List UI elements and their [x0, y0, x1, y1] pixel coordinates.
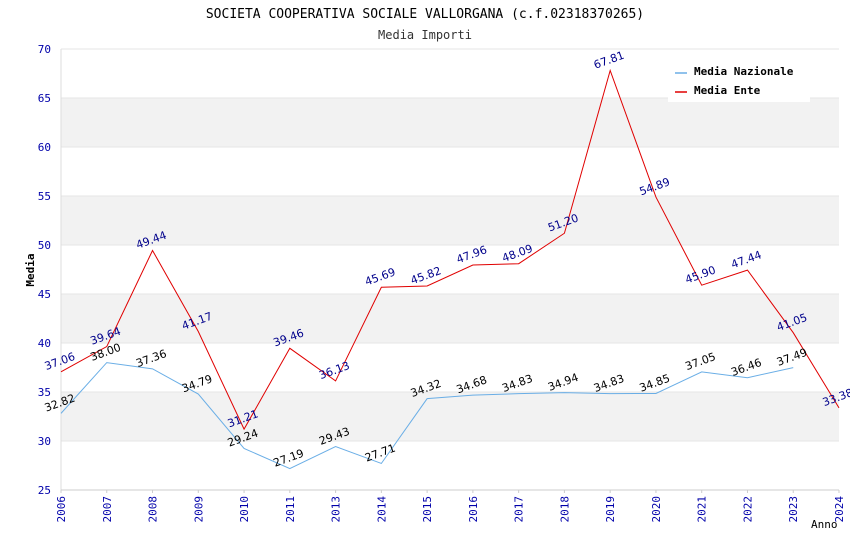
data-label-ente: 47.44 [729, 248, 763, 271]
series-lines [60, 68, 840, 470]
x-tick-label: 2010 [238, 496, 251, 523]
x-tick-label: 2015 [421, 496, 434, 523]
y-tick-label: 55 [38, 190, 51, 203]
y-tick-label: 45 [38, 288, 51, 301]
plot-band [61, 294, 839, 343]
legend-box [668, 60, 810, 102]
x-tick-label: 2018 [558, 496, 571, 523]
x-axis-label: Anno [811, 518, 838, 531]
data-label-ente: 45.82 [409, 264, 443, 287]
x-tick-label: 2024 [833, 496, 846, 523]
axes [60, 49, 840, 493]
data-label-nazionale: 27.19 [272, 447, 306, 470]
y-tick-label: 40 [38, 337, 51, 350]
chart-title: SOCIETA COOPERATIVA SOCIALE VALLORGANA (… [206, 7, 644, 22]
data-label-nazionale: 34.83 [592, 372, 626, 395]
x-tick-label: 2013 [330, 496, 343, 523]
data-label-ente: 47.96 [455, 243, 489, 266]
data-label-nazionale: 37.36 [134, 347, 168, 370]
y-tick-labels: 25 30 35 40 45 50 55 60 65 70 [38, 43, 51, 497]
data-label-ente: 37.06 [43, 350, 77, 373]
chart-subtitle: Media Importi [378, 28, 472, 42]
y-tick-label: 60 [38, 141, 51, 154]
data-label-nazionale: 34.85 [638, 372, 672, 395]
x-tick-label: 2023 [787, 496, 800, 523]
legend: Media Nazionale Media Ente [668, 60, 810, 102]
data-label-nazionale: 37.49 [775, 346, 809, 369]
y-tick-label: 65 [38, 92, 51, 105]
x-tick-label: 2007 [101, 496, 114, 523]
x-tick-label: 2009 [192, 496, 205, 523]
x-tick-label: 2019 [604, 496, 617, 523]
legend-label-media-nazionale: Media Nazionale [694, 65, 794, 78]
y-tick-label: 30 [38, 435, 51, 448]
series-line-media-nazionale [60, 362, 794, 470]
grid-lines [61, 48, 839, 491]
series-line-media-ente [60, 68, 840, 431]
x-tick-label: 2014 [375, 496, 388, 523]
data-label-nazionale: 34.83 [500, 372, 534, 395]
plot-band [61, 196, 839, 245]
data-label-nazionale: 37.05 [683, 350, 717, 373]
y-tick-label: 25 [38, 484, 51, 497]
plot-bands [61, 98, 839, 441]
data-label-nazionale: 34.94 [546, 371, 580, 394]
y-tick-label: 50 [38, 239, 51, 252]
legend-label-media-ente: Media Ente [694, 84, 761, 97]
x-tick-labels: 2006 2007 2008 2009 2010 2011 2013 2014 2015 2016… [55, 496, 846, 523]
x-tick-label: 2022 [741, 496, 754, 523]
y-tick-label: 70 [38, 43, 51, 56]
y-tick-label: 35 [38, 386, 51, 399]
plot-band [61, 98, 839, 147]
data-label-ente: 36.13 [317, 359, 351, 382]
data-label-ente: 67.81 [592, 49, 626, 72]
x-tick-label: 2011 [284, 496, 297, 523]
x-tick-label: 2017 [513, 496, 526, 523]
data-label-ente: 45.69 [363, 265, 397, 288]
data-label-nazionale: 27.71 [363, 442, 397, 465]
x-tick-label: 2008 [147, 496, 160, 523]
x-tick-label: 2020 [650, 496, 663, 523]
y-axis-label: Media [24, 253, 37, 286]
x-tick-label: 2006 [55, 496, 68, 523]
x-tick-label: 2016 [467, 496, 480, 523]
x-tick-label: 2021 [696, 496, 709, 523]
plot-band [61, 392, 839, 441]
